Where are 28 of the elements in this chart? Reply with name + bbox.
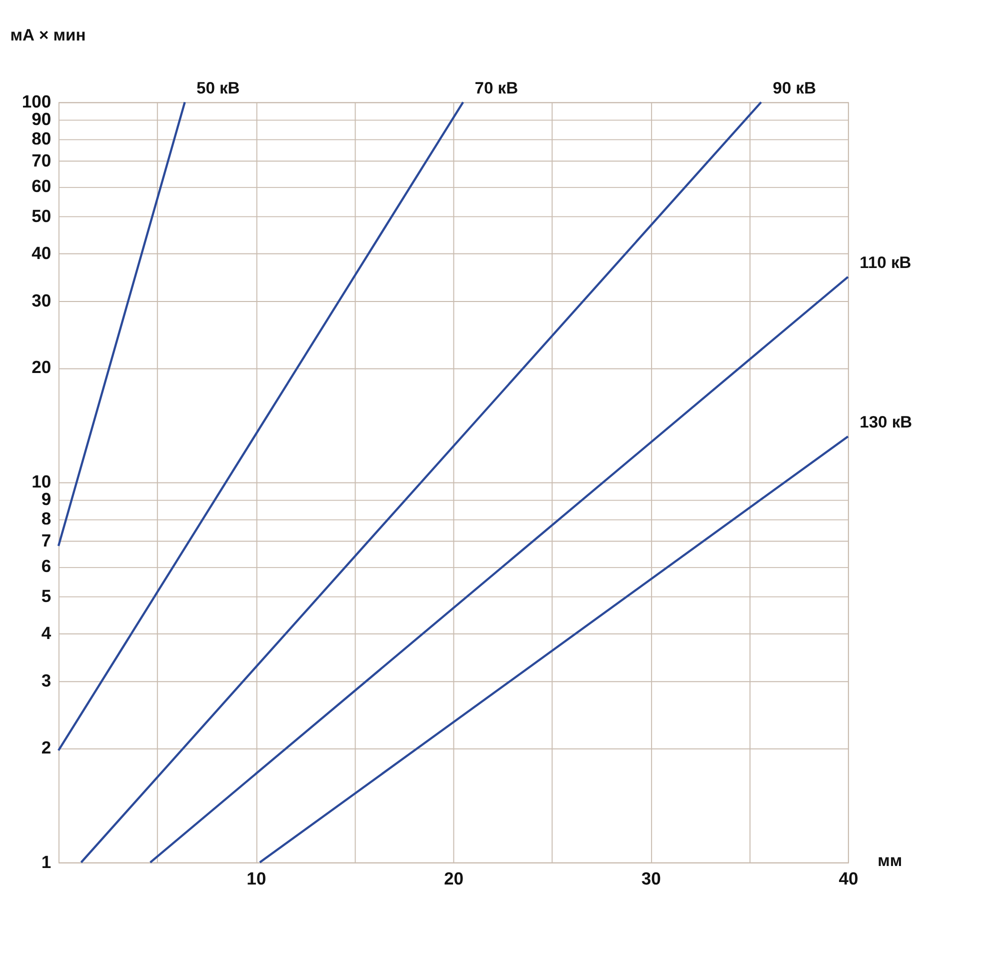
y-tick-label: 30 xyxy=(32,290,52,310)
series-label: 130 кВ xyxy=(860,412,912,432)
series-label: 110 кВ xyxy=(860,253,912,272)
y-tick-label: 3 xyxy=(41,670,52,690)
y-axis-title: мА × мин xyxy=(10,25,86,44)
y-tick-label: 60 xyxy=(32,176,52,196)
series-label: 50 кВ xyxy=(196,78,240,98)
x-tick-label: 10 xyxy=(246,868,266,888)
y-tick-label: 80 xyxy=(32,128,52,148)
x-tick-label: 40 xyxy=(838,868,858,888)
y-tick-label: 2 xyxy=(41,737,52,758)
y-tick-label: 10 xyxy=(32,472,52,492)
y-tick-label: 1 xyxy=(41,852,52,872)
x-tick-label: 20 xyxy=(444,868,464,888)
y-tick-label: 50 xyxy=(32,206,52,226)
y-tick-label: 8 xyxy=(41,508,52,528)
series-label: 70 кВ xyxy=(474,78,518,98)
series-label: 90 кВ xyxy=(772,78,816,98)
x-tick-label: 30 xyxy=(641,868,662,888)
y-tick-label: 7 xyxy=(41,530,52,551)
y-tick-label: 9 xyxy=(41,489,52,510)
y-tick-label: 4 xyxy=(41,622,52,643)
y-tick-label: 6 xyxy=(41,556,52,576)
y-tick-label: 70 xyxy=(32,150,52,170)
y-tick-label: 40 xyxy=(32,242,52,263)
y-tick-label: 5 xyxy=(41,586,52,606)
x-axis-title: мм xyxy=(878,850,902,870)
y-tick-label: 20 xyxy=(32,357,52,378)
